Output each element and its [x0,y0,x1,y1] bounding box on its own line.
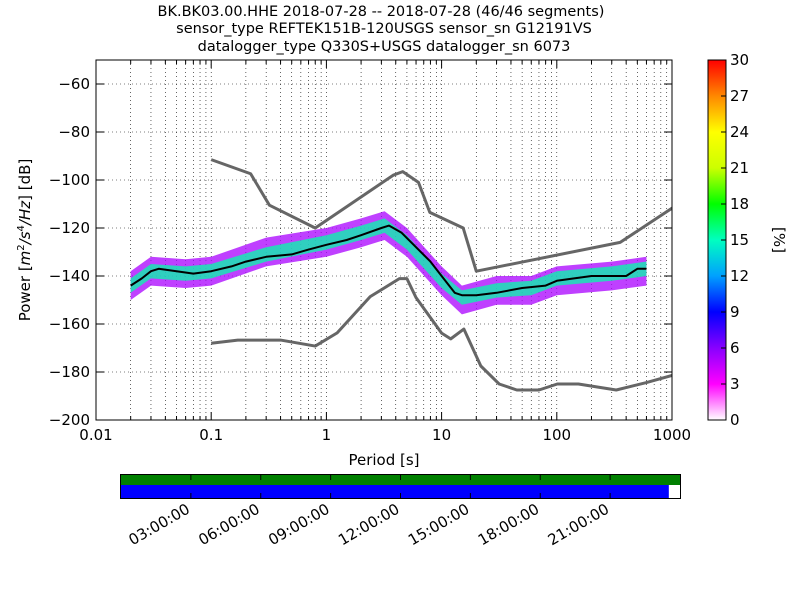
colorbar-tick-label: 27 [730,87,749,105]
time-tick-label: 03:00:00 [126,500,193,549]
axis-ticks: −200 −180 −160 −140 −120 −100 −80 −60 0.01 0.1 1 10… [49,60,691,444]
time-tick-label: 06:00:00 [195,500,262,549]
time-tick-label: 21:00:00 [545,500,612,549]
time-tick-label: 15:00:00 [405,500,472,549]
colorbar-label: [%] [770,227,788,253]
x-tick-label: 1 [322,426,332,444]
y-tick-label: −100 [49,171,90,189]
colorbar-tick-label: 15 [730,231,749,249]
series-lines [130,158,672,392]
x-tick-label: 1000 [653,426,691,444]
time-tick-label: 18:00:00 [475,500,542,549]
density-band-core [130,218,647,305]
colorbar-tick-label: 18 [730,195,749,213]
y-tick-label: −180 [49,363,90,381]
plot-frame [95,59,673,421]
y-tick-label: −140 [49,267,90,285]
coverage-bar-frame [120,474,681,499]
y-tick-label: −120 [49,219,90,237]
series-nhnm [210,158,672,273]
y-axis-label: Power [m2/s4/Hz] [dB] [16,159,34,322]
colorbar-tick-label: 0 [730,411,740,429]
coverage-bar-segments [121,485,669,498]
series-nlnm [211,277,672,392]
x-tick-label: 0.01 [79,426,112,444]
x-tick-label: 100 [542,426,571,444]
colorbar: 0 3 6 9 12 15 18 21 24 27 30 [%] [707,51,788,429]
colorbar-tick-label: 21 [730,159,749,177]
colorbar-tick-label: 30 [730,51,749,69]
time-coverage-bar: 03:00:00 06:00:00 09:00:00 12:00:00 15:00:00… [120,474,681,549]
y-tick-label: −60 [58,75,90,93]
y-tick-label: −160 [49,315,90,333]
y-tick-label: −80 [58,123,90,141]
colorbar-tick-label: 24 [730,123,749,141]
time-tick-label: 09:00:00 [265,500,332,549]
chart-title-line-3: datalogger_type Q330S+USGS datalogger_sn… [198,39,571,55]
chart-title-line-2: sensor_type REFTEK151B-120USGS sensor_sn… [176,21,592,37]
series-mean [130,224,647,297]
time-tick-label: 12:00:00 [335,500,402,549]
x-tick-label: 0.1 [199,426,223,444]
colorbar-tick-label: 3 [730,375,740,393]
colorbar-tick-label: 9 [730,303,740,321]
colorbar-tick-label: 6 [730,339,740,357]
colorbar-tick-label: 12 [730,267,749,285]
y-tick-label: −200 [49,411,90,429]
chart-title-line-1: BK.BK03.00.HHE 2018-07-28 -- 2018-07-28 … [158,4,605,20]
x-axis-label: Period [s] [348,451,419,469]
x-tick-label: 10 [432,426,451,444]
